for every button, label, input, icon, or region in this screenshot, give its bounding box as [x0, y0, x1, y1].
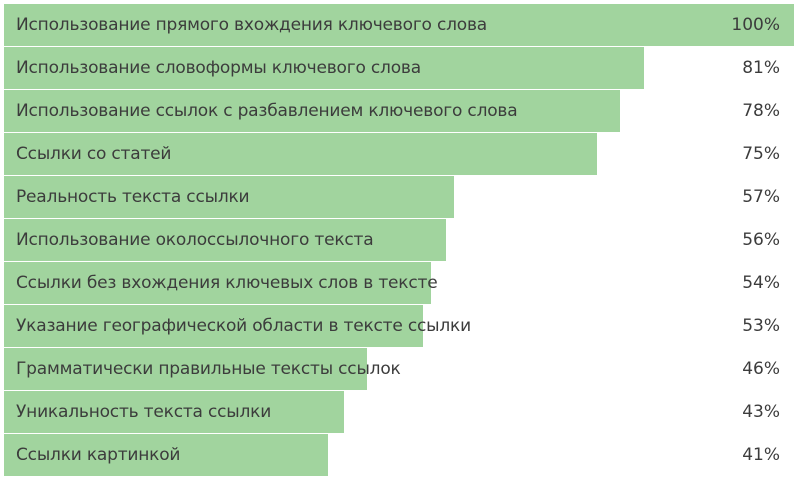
bar-row: Использование околоссылочного текста 56%	[4, 219, 794, 261]
category-label: Реальность текста ссылки	[16, 187, 250, 207]
value-label: 46%	[742, 359, 780, 379]
value-label: 43%	[742, 402, 780, 422]
bar	[4, 219, 447, 261]
category-label: Уникальность текста ссылки	[16, 402, 272, 422]
bar	[4, 90, 621, 132]
bar	[4, 348, 368, 390]
bar-row: Грамматически правильные тексты ссылок 46…	[4, 348, 794, 390]
bar-row: Использование словоформы ключевого слова…	[4, 47, 794, 89]
bar-row: Ссылки со статей 75%	[4, 133, 794, 175]
bar	[4, 4, 794, 46]
category-label: Грамматически правильные тексты ссылок	[16, 359, 401, 379]
value-label: 78%	[742, 101, 780, 121]
bar	[4, 434, 328, 476]
value-label: 53%	[742, 316, 780, 336]
value-label: 54%	[742, 273, 780, 293]
bar	[4, 305, 423, 347]
bar-row: Использование ссылок с разбавлением ключ…	[4, 90, 794, 132]
bar	[4, 391, 344, 433]
bar-row: Реальность текста ссылки 57%	[4, 176, 794, 218]
bar	[4, 262, 431, 304]
category-label: Использование ссылок с разбавлением ключ…	[16, 101, 518, 121]
category-label: Ссылки со статей	[16, 144, 172, 164]
category-label: Ссылки без вхождения ключевых слов в тек…	[16, 273, 438, 293]
value-label: 100%	[731, 15, 780, 35]
value-label: 57%	[742, 187, 780, 207]
category-label: Указание географической области в тексте…	[16, 316, 471, 336]
category-label: Использование словоформы ключевого слова	[16, 58, 421, 78]
value-label: 41%	[742, 445, 780, 465]
bar-row: Уникальность текста ссылки 43%	[4, 391, 794, 433]
bar	[4, 47, 644, 89]
category-label: Использование прямого вхождения ключевог…	[16, 15, 488, 35]
bar-row: Использование прямого вхождения ключевог…	[4, 4, 794, 46]
bar-row: Указание географической области в тексте…	[4, 305, 794, 347]
value-label: 56%	[742, 230, 780, 250]
category-label: Использование околоссылочного текста	[16, 230, 374, 250]
category-label: Ссылки картинкой	[16, 445, 181, 465]
value-label: 81%	[742, 58, 780, 78]
bar-row: Ссылки картинкой 41%	[4, 434, 794, 476]
bar-row: Ссылки без вхождения ключевых слов в тек…	[4, 262, 794, 304]
bar	[4, 176, 455, 218]
value-label: 75%	[742, 144, 780, 164]
bar	[4, 133, 597, 175]
